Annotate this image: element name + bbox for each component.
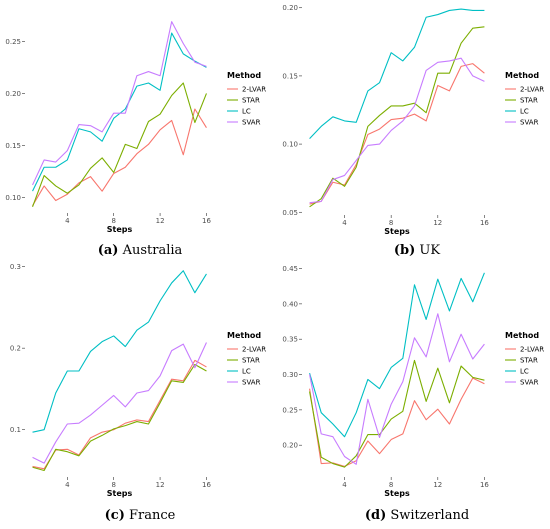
legend: Method 2-LVAR STAR LC SVAR <box>227 71 266 127</box>
legend: Method 2-LVAR STAR LC SVAR <box>505 331 544 387</box>
series-line-svar <box>309 57 485 204</box>
x-axis-label: Steps <box>107 225 133 234</box>
legend-entry: SVAR <box>242 119 261 127</box>
y-tick-label: 0.25 <box>282 406 298 414</box>
y-tick-label: 0.2 <box>10 345 21 353</box>
y-tick-label: 0.30 <box>282 371 298 379</box>
legend-entry: LC <box>242 368 251 376</box>
legend-entry: LC <box>242 108 251 116</box>
legend-entry: STAR <box>242 357 260 365</box>
x-tick-label: 8 <box>111 481 115 489</box>
chart-panel-3: 0.1 0.2 0.3 4 8 12 16 Steps Method 2-LVAR STAR LC SV… <box>10 263 266 523</box>
legend-title: Method <box>505 71 539 80</box>
legend-entry: SVAR <box>520 119 539 127</box>
x-tick-label: 16 <box>480 481 489 489</box>
chart-panel-4: 0.20 0.25 0.30 0.35 0.40 0.45 4 8 12 16 Steps Metho… <box>282 265 544 523</box>
panel-caption: (b) UK <box>394 243 440 258</box>
y-tick-label: 0.05 <box>282 209 298 217</box>
series-line-2-lvar <box>309 63 485 205</box>
x-tick-label: 4 <box>342 219 347 227</box>
x-axis-label: Steps <box>384 489 410 498</box>
legend: Method 2-LVAR STAR LC SVAR <box>227 331 266 387</box>
y-tick-label: 0.15 <box>5 142 21 150</box>
legend-entry: LC <box>520 368 529 376</box>
series-line-svar <box>32 21 207 186</box>
chart-panel-1: 0.10 0.15 0.20 0.25 4 8 12 16 Steps Method 2-LVAR S… <box>5 21 266 258</box>
series-line-star <box>309 359 485 468</box>
y-tick-label: 0.35 <box>282 336 298 344</box>
x-tick-label: 4 <box>65 217 70 225</box>
y-tick-label: 0.20 <box>282 442 298 450</box>
series-line-lc <box>32 270 207 433</box>
x-tick-label: 4 <box>65 481 70 489</box>
y-tick-label: 0.45 <box>282 265 298 273</box>
series-line-star <box>32 82 207 207</box>
series-line-svar <box>309 313 485 465</box>
legend: Method 2-LVAR STAR LC SVAR <box>505 71 544 127</box>
legend-entry: 2-LVAR <box>242 86 266 94</box>
x-tick-label: 8 <box>111 217 115 225</box>
series-line-lc <box>309 272 485 438</box>
y-tick-label: 0.10 <box>282 141 298 149</box>
legend-entry: 2-LVAR <box>242 346 266 354</box>
caption-letter: (d) <box>365 508 386 523</box>
y-tick-label: 0.10 <box>5 194 21 202</box>
y-tick-label: 0.25 <box>5 38 21 46</box>
series-line-star <box>32 363 207 472</box>
caption-text: France <box>125 508 176 523</box>
y-tick-label: 0.15 <box>282 72 298 80</box>
y-tick-label: 0.3 <box>10 263 21 271</box>
series-line-2-lvar <box>32 359 207 470</box>
legend-entry: SVAR <box>242 379 261 387</box>
x-tick-label: 12 <box>156 481 165 489</box>
legend-title: Method <box>227 331 261 340</box>
caption-letter: (c) <box>105 508 125 523</box>
y-tick-label: 0.20 <box>282 4 298 12</box>
y-tick-label: 0.1 <box>10 426 21 434</box>
series-line-svar <box>32 342 207 464</box>
legend-entry: STAR <box>520 357 538 365</box>
caption-text: UK <box>415 243 440 258</box>
x-tick-label: 12 <box>433 481 442 489</box>
panel-caption: (c) France <box>105 508 176 523</box>
x-tick-label: 12 <box>156 217 165 225</box>
caption-text: Australia <box>118 243 182 258</box>
x-axis-label: Steps <box>384 227 410 236</box>
legend-entry: STAR <box>520 97 538 105</box>
caption-letter: (b) <box>394 243 415 258</box>
legend-title: Method <box>505 331 539 340</box>
x-axis-label: Steps <box>107 489 133 498</box>
x-tick-label: 8 <box>389 219 393 227</box>
chart-panel-2: 0.05 0.10 0.15 0.20 4 8 12 16 Steps Method 2-LVAR S… <box>282 4 544 258</box>
panel-caption: (d) Switzerland <box>365 508 469 523</box>
caption-text: Switzerland <box>386 508 469 523</box>
x-tick-label: 16 <box>202 481 211 489</box>
series-line-lc <box>32 32 207 192</box>
series-line-2-lvar <box>32 108 207 206</box>
x-tick-label: 12 <box>433 219 442 227</box>
legend-entry: STAR <box>242 97 260 105</box>
legend-entry: 2-LVAR <box>520 346 544 354</box>
legend-entry: 2-LVAR <box>520 86 544 94</box>
series-line-star <box>309 26 485 208</box>
caption-letter: (a) <box>98 243 119 258</box>
y-tick-label: 0.20 <box>5 90 21 98</box>
x-tick-label: 16 <box>202 217 211 225</box>
panel-caption: (a) Australia <box>98 243 183 258</box>
x-tick-label: 4 <box>342 481 347 489</box>
legend-title: Method <box>227 71 261 80</box>
x-tick-label: 8 <box>389 481 393 489</box>
legend-entry: LC <box>520 108 529 116</box>
x-tick-label: 16 <box>480 219 489 227</box>
series-line-lc <box>309 8 485 140</box>
y-tick-label: 0.40 <box>282 300 298 308</box>
series-line-2-lvar <box>309 377 485 467</box>
legend-entry: SVAR <box>520 379 539 387</box>
